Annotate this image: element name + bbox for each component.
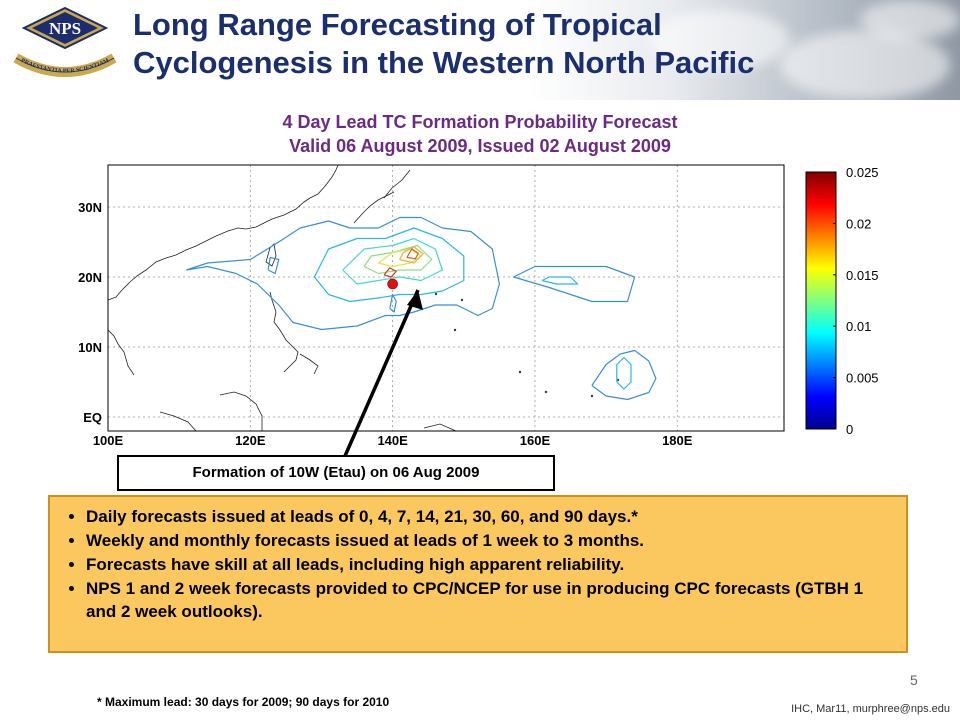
mainland-coast <box>108 165 339 301</box>
author-credit: IHC, Mar11, murphree@nps.edu <box>791 703 950 715</box>
colorbar-tick-label: 0.005 <box>846 371 879 386</box>
y-tick-label: 20N <box>78 270 102 285</box>
formation-marker <box>387 278 398 290</box>
bullet-item: Forecasts have skill at all leads, inclu… <box>86 553 896 576</box>
bullet-item: Daily forecasts issued at leads of 0, 4,… <box>86 505 896 528</box>
x-tick-label: 140E <box>377 433 408 448</box>
chart-title-line2: Valid 06 August 2009, Issued 02 August 2… <box>289 136 671 156</box>
contour-line <box>399 246 424 264</box>
slide-title-line1: Long Range Forecasting of Tropical <box>133 7 662 42</box>
plot-area <box>108 165 784 431</box>
footnote: * Maximum lead: 30 days for 2009; 90 day… <box>97 695 390 709</box>
taiwan-island <box>265 243 277 267</box>
chart-title: 4 Day Lead TC Formation Probability Fore… <box>130 110 830 158</box>
contour-line <box>406 248 419 260</box>
colorbar <box>805 171 837 430</box>
y-tick-label: EQ <box>83 410 102 425</box>
contour-line <box>513 265 636 303</box>
contour-line <box>616 356 632 390</box>
satellite-cloud <box>650 10 790 70</box>
slide-title: Long Range Forecasting of Tropical Cyclo… <box>133 6 933 82</box>
colorbar-tick-label: 0.01 <box>846 319 871 334</box>
formation-point <box>387 278 398 290</box>
y-tick-label: 10N <box>78 340 102 355</box>
satellite-cloud <box>780 30 950 100</box>
x-tick-label: 160E <box>520 433 551 448</box>
island-dot <box>518 370 522 374</box>
contour-line <box>313 227 465 303</box>
slide-title-line2: Cyclogenesis in the Western North Pacifi… <box>133 45 755 80</box>
bullet-box: Daily forecasts issued at leads of 0, 4,… <box>48 495 908 653</box>
contour-line <box>267 256 280 275</box>
coastlines <box>108 165 620 431</box>
island-dot <box>453 328 457 332</box>
borneo-coast <box>219 391 263 431</box>
x-tick-label: 120E <box>235 433 266 448</box>
title-banner <box>0 0 960 100</box>
colorbar-tick-label: 0.025 <box>846 165 879 180</box>
philippine-islands <box>269 291 299 373</box>
colorbar-tick-label: 0 <box>846 422 853 437</box>
x-tick-label: 180E <box>662 433 693 448</box>
bullet-item: NPS 1 and 2 week forecasts provided to C… <box>86 577 896 623</box>
satellite-cloud <box>860 0 960 40</box>
sumatra-coast <box>159 411 197 431</box>
callout-arrow <box>343 289 420 457</box>
chart-title-line1: 4 Day Lead TC Formation Probability Fore… <box>282 112 678 132</box>
colorbar-tick-label: 0.015 <box>846 268 879 283</box>
island-dot <box>460 298 464 302</box>
contour-line <box>383 267 397 278</box>
page-number: 5 <box>910 672 918 688</box>
contour-line <box>342 237 443 285</box>
japan-coast-north <box>383 169 411 199</box>
colorbar-ticks: 0.025 0.02 0.015 0.01 0.005 0 <box>833 165 879 437</box>
colorbar-tick-label: 0.02 <box>846 216 871 231</box>
logo-motto: PRAESTANTIA PER SCIENTIAM <box>20 58 111 75</box>
y-tick-label: 30N <box>78 200 102 215</box>
probability-contours <box>186 216 657 401</box>
plot-frame <box>107 164 785 432</box>
island-dot <box>434 292 438 296</box>
contour-line <box>186 216 500 331</box>
mindanao-island <box>299 353 319 375</box>
contour-line <box>389 293 397 313</box>
peninsula-coast <box>108 329 135 376</box>
x-axis: 100E 120E 140E 160E 180E <box>93 433 693 448</box>
island-dot <box>544 390 548 394</box>
x-tick-label: 100E <box>93 433 124 448</box>
island-dot <box>590 394 594 398</box>
callout-arrowhead <box>407 290 423 310</box>
japan-coast <box>353 191 395 224</box>
new-guinea-coast <box>423 423 457 431</box>
contour-line <box>541 276 579 285</box>
bullet-item: Weekly and monthly forecasts issued at l… <box>86 529 896 552</box>
formation-callout: Formation of 10W (Etau) on 06 Aug 2009 <box>117 455 555 491</box>
nps-logo: NPS PRAESTANTIA PER SCIENTIAM <box>13 6 117 77</box>
y-axis: EQ 10N 20N 30N <box>78 200 102 425</box>
logo-text: NPS <box>49 19 81 38</box>
contour-line <box>591 349 657 401</box>
